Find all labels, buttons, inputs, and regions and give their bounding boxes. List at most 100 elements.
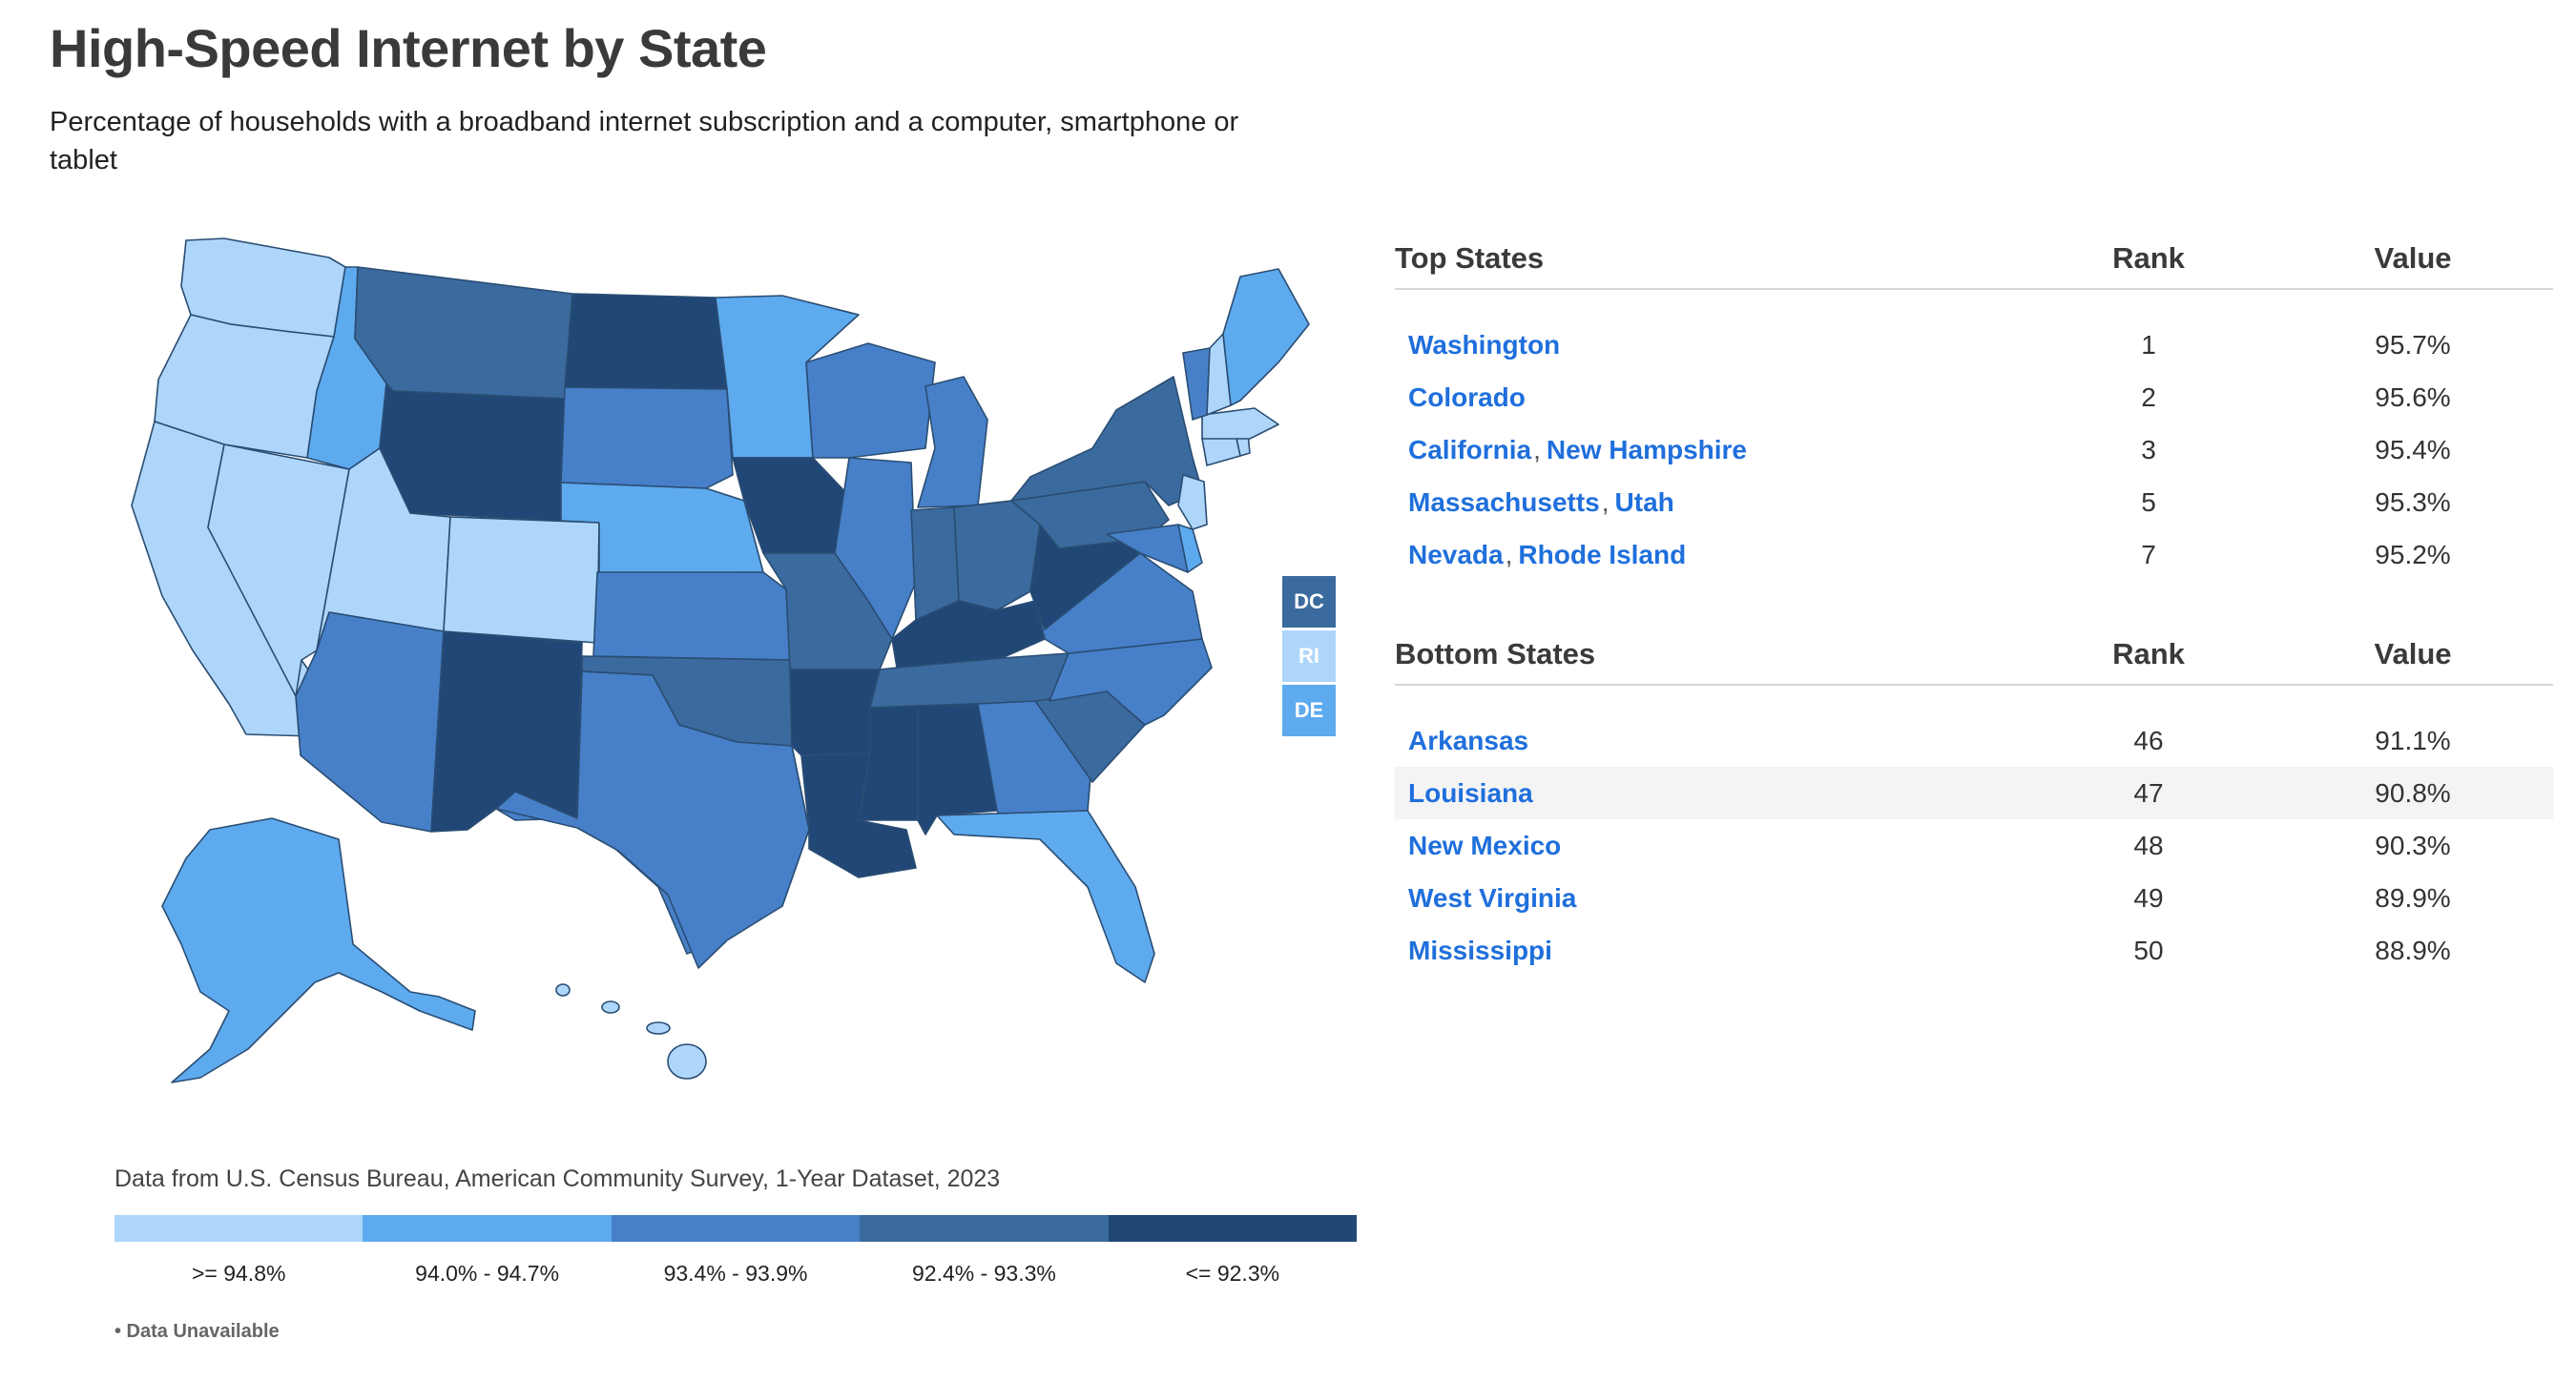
map-legend: >= 94.8% 94.0% - 94.7% 93.4% - 93.9% 92.…	[114, 1215, 1358, 1287]
data-unavailable-note: • Data Unavailable	[114, 1321, 280, 1342]
top-states-row-rank: 7	[2141, 539, 2156, 569]
bottom-states-row: Arkansas 46 91.1%	[1395, 714, 2553, 767]
bottom-states-row-rank: 46	[2133, 725, 2164, 755]
bottom-states-row-states: New Mexico	[1395, 831, 2025, 861]
bottom-states-rows: Arkansas 46 91.1% Louisiana 47 90.8% New Mexic…	[1395, 714, 2553, 977]
state-link[interactable]: Massachusetts	[1408, 486, 1600, 517]
bottom-states-row-rank: 49	[2133, 882, 2164, 913]
page-title: High-Speed Internet by State	[50, 18, 767, 78]
state-link[interactable]: Rhode Island	[1518, 539, 1687, 569]
top-states-header-value: Value	[2374, 241, 2452, 275]
top-states-row: Massachusetts, Utah 5 95.3%	[1395, 476, 2553, 528]
top-states-row-rank: 3	[2141, 434, 2156, 464]
small-state-de[interactable]: DE	[1282, 685, 1336, 736]
state-new-jersey[interactable]	[1177, 474, 1208, 530]
top-states-row: Nevada, Rhode Island 7 95.2%	[1395, 528, 2553, 581]
bottom-states-row: West Virginia 49 89.9%	[1395, 872, 2553, 924]
state-ohio[interactable]	[953, 500, 1041, 611]
top-states-row-states: Massachusetts, Utah	[1395, 487, 2025, 518]
legend-swatch-4	[860, 1215, 1109, 1242]
state-kansas[interactable]	[592, 571, 791, 661]
bottom-states-row-states: West Virginia	[1395, 883, 2025, 914]
state-link[interactable]: Mississippi	[1408, 935, 1552, 965]
bottom-states-header-value: Value	[2374, 637, 2452, 670]
bottom-states-row-value: 91.1%	[2375, 725, 2451, 755]
state-colorado[interactable]	[443, 516, 600, 644]
us-map-svg	[131, 237, 1310, 1083]
bottom-states-row-value: 88.9%	[2375, 935, 2451, 965]
bottom-states-header-state: Bottom States	[1395, 637, 1596, 670]
small-state-dc[interactable]: DC	[1282, 576, 1336, 628]
state-massachusetts[interactable]	[1201, 407, 1279, 440]
bottom-states-header: Bottom States Rank Value	[1395, 625, 2553, 686]
state-montana[interactable]	[354, 266, 573, 400]
top-states-table: Top States Rank Value Washington 1 95.7% Co…	[1395, 229, 2553, 581]
state-new-york[interactable]	[1010, 376, 1203, 506]
state-separator: ,	[1601, 486, 1610, 517]
bottom-states-row: Louisiana 47 90.8%	[1395, 767, 2553, 819]
bottom-states-row-rank: 50	[2133, 935, 2164, 965]
legend-bar	[114, 1215, 1358, 1242]
data-source: Data from U.S. Census Bureau, American C…	[114, 1165, 1001, 1192]
top-states-row: California, New Hampshire 3 95.4%	[1395, 423, 2553, 476]
top-states-row-value: 95.2%	[2375, 539, 2451, 569]
state-link[interactable]: California	[1408, 434, 1532, 464]
legend-label-2: 94.0% - 94.7%	[415, 1261, 560, 1286]
state-texas-main[interactable]	[495, 670, 810, 969]
state-arkansas[interactable]	[789, 669, 881, 756]
top-states-row-value: 95.3%	[2375, 486, 2451, 517]
state-link[interactable]: Utah	[1614, 486, 1674, 517]
bottom-states-row: New Mexico 48 90.3%	[1395, 819, 2553, 872]
state-vermont[interactable]	[1182, 347, 1211, 421]
state-north-dakota[interactable]	[564, 293, 728, 390]
state-arizona[interactable]	[295, 611, 445, 833]
state-maine[interactable]	[1222, 268, 1310, 406]
state-link[interactable]: Washington	[1408, 329, 1561, 360]
page-subtitle: Percentage of households with a broadban…	[50, 107, 1239, 175]
state-mississippi[interactable]	[858, 705, 919, 821]
state-link[interactable]: West Virginia	[1408, 882, 1577, 913]
state-hawaii-maui[interactable]	[646, 1021, 671, 1035]
bottom-states-row-states: Mississippi	[1395, 936, 2025, 966]
state-delaware[interactable]	[1177, 524, 1203, 573]
state-link[interactable]: New Mexico	[1408, 830, 1562, 860]
top-states-row-states: Colorado	[1395, 382, 2025, 413]
bottom-states-row-value: 90.3%	[2375, 830, 2451, 860]
legend-swatch-5	[1108, 1215, 1358, 1242]
bottom-states-row-states: Arkansas	[1395, 726, 2025, 756]
state-link[interactable]: New Hampshire	[1546, 434, 1747, 464]
top-states-row-rank: 2	[2141, 381, 2156, 412]
state-wisconsin[interactable]	[805, 342, 936, 459]
state-link[interactable]: Louisiana	[1408, 777, 1533, 808]
top-states-header-rank: Rank	[2112, 241, 2185, 275]
state-hawaii-big[interactable]	[667, 1043, 707, 1080]
state-link[interactable]: Nevada	[1408, 539, 1504, 569]
legend-label-3: 93.4% - 93.9%	[663, 1261, 808, 1286]
state-florida[interactable]	[936, 810, 1155, 983]
small-state-ri[interactable]: RI	[1282, 630, 1336, 682]
top-states-header-state: Top States	[1395, 241, 1545, 275]
state-link[interactable]: Colorado	[1408, 381, 1526, 412]
bottom-states-table: Bottom States Rank Value Arkansas 46 91.1%…	[1395, 625, 2553, 977]
state-hawaii-oahu[interactable]	[601, 1000, 620, 1014]
top-states-row-states: California, New Hampshire	[1395, 435, 2025, 465]
bottom-states-row: Mississippi 50 88.9%	[1395, 924, 2553, 977]
bottom-states-row-rank: 48	[2133, 830, 2164, 860]
state-hawaii-kauai[interactable]	[555, 983, 571, 997]
top-states-rows: Washington 1 95.7% Colorado 2 95.6% California…	[1395, 319, 2553, 581]
state-south-dakota[interactable]	[560, 386, 734, 489]
state-michigan[interactable]	[917, 376, 988, 508]
top-states-row-value: 95.6%	[2375, 381, 2451, 412]
top-states-row: Colorado 2 95.6%	[1395, 371, 2553, 423]
top-states-row-states: Nevada, Rhode Island	[1395, 540, 2025, 570]
state-alaska[interactable]	[161, 817, 476, 1083]
legend-swatch-3	[611, 1215, 861, 1242]
state-wyoming[interactable]	[379, 382, 566, 522]
bottom-states-row-value: 89.9%	[2375, 882, 2451, 913]
top-states-header: Top States Rank Value	[1395, 229, 2553, 290]
legend-swatch-2	[363, 1215, 612, 1242]
state-indiana[interactable]	[910, 506, 960, 621]
state-link[interactable]: Arkansas	[1408, 725, 1529, 755]
bottom-states-row-value: 90.8%	[2375, 777, 2451, 808]
top-states-row-value: 95.7%	[2375, 329, 2451, 360]
